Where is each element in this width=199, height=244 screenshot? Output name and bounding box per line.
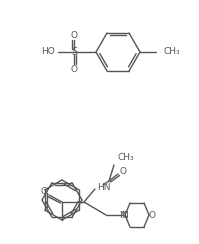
Text: N: N: [122, 211, 128, 220]
Text: HN: HN: [97, 183, 110, 192]
Text: CH₃: CH₃: [118, 153, 135, 163]
Text: O: O: [70, 64, 77, 73]
Text: O: O: [120, 166, 127, 175]
Text: S: S: [71, 47, 77, 57]
Text: CH₃: CH₃: [163, 48, 180, 57]
Text: HO: HO: [41, 48, 55, 57]
Text: O: O: [70, 30, 77, 40]
Text: O: O: [41, 187, 48, 196]
Text: O: O: [148, 211, 155, 220]
Text: N: N: [119, 212, 125, 221]
